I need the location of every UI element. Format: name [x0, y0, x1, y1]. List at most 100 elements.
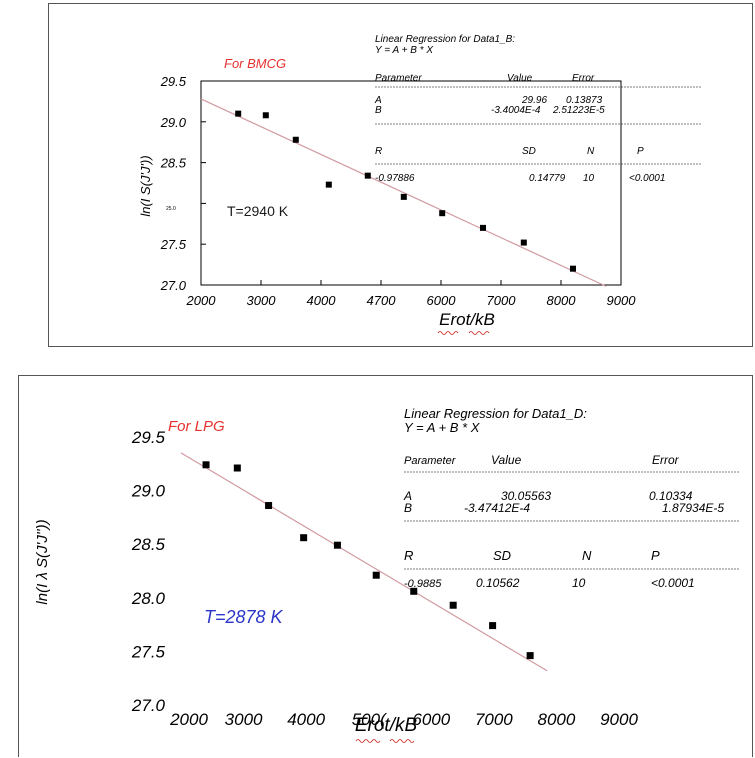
data-point	[526, 652, 534, 660]
header-parameter: Parameter	[375, 73, 422, 84]
chart-svg-bmcg: 27.0 27.5 28.5 29.0 29.5 2000 3000 4000 4700 600…	[138, 34, 701, 335]
x-axis-label: Erot/kB	[355, 715, 418, 736]
y-tick-label: 28.0	[131, 589, 166, 608]
param-a-error: 0.13873	[566, 95, 603, 106]
stat-sd-value: 0.10562	[476, 576, 520, 590]
data-point	[333, 541, 341, 549]
y-tick-label: 29.5	[160, 74, 187, 89]
data-point	[570, 265, 576, 272]
x-tick-label: 4700	[367, 293, 397, 308]
data-point	[265, 502, 273, 510]
param-b-name: B	[375, 105, 382, 116]
y-tick-label: 29.5	[131, 428, 166, 447]
y-axis-label: ln(I S(J'J'))	[138, 155, 153, 216]
y-tick-label: 27.0	[131, 696, 166, 715]
header-parameter: Parameter	[404, 455, 457, 467]
param-b-name: B	[404, 501, 412, 515]
data-points	[202, 461, 534, 660]
x-tick-label: 4000	[307, 293, 337, 308]
chart-svg-lpg: 27.0 27.5 28.0 28.5 29.0 29.5 2000 3000 4000 500…	[34, 406, 739, 743]
temperature-annotation: T=2940 K	[227, 203, 289, 219]
chart-subtitle: For LPG	[168, 418, 225, 435]
data-point	[364, 172, 371, 179]
x-axis-ticks: 2000 3000 4000 4700 6000 7000 8000 9000	[186, 280, 637, 308]
y-tick-label: 28.5	[160, 156, 187, 171]
stat-r-value: -0.97886	[375, 173, 415, 184]
param-b-error: 2.51223E-5	[552, 105, 605, 116]
data-points	[235, 110, 576, 272]
regression-title: Linear Regression for Data1_D:	[404, 406, 587, 421]
x-tick-label: 9000	[600, 710, 638, 729]
header-value: Value	[507, 73, 533, 84]
data-point	[400, 193, 407, 200]
param-b-error: 1.87934E-5	[662, 501, 724, 515]
x-tick-label: 6000	[427, 293, 457, 308]
stat-n-header: N	[582, 548, 592, 563]
stat-r-header: R	[404, 548, 413, 563]
fit-line	[200, 98, 607, 287]
header-value: Value	[491, 453, 522, 467]
data-point	[262, 112, 269, 119]
stat-sd-header: SD	[493, 548, 511, 563]
data-point	[439, 210, 446, 217]
stat-p-header: P	[651, 548, 660, 563]
stat-r-header: R	[375, 146, 382, 157]
data-point	[202, 461, 210, 469]
y-axis-ticks: 27.0 27.5 28.5 29.0 29.5	[160, 74, 206, 293]
param-a-name: A	[403, 489, 412, 503]
stat-sd-header: SD	[522, 146, 536, 157]
chart-panel-lpg: 27.0 27.5 28.0 28.5 29.0 29.5 2000 3000 4000 500…	[18, 375, 753, 757]
data-point	[449, 601, 457, 609]
chart-subtitle: For BMCG	[224, 56, 286, 71]
x-tick-label: 500(	[352, 710, 388, 729]
param-b-value: -3.47412E-4	[464, 501, 530, 515]
stat-p-value: <0.0001	[651, 576, 695, 590]
param-a-value: 30.05563	[501, 489, 551, 503]
header-error: Error	[652, 453, 680, 467]
x-axis-ticks: 2000 3000 4000 500(6000 7000 8000 9000	[169, 710, 638, 729]
y-tick-label: 27.0	[160, 278, 187, 293]
y-tick-label: 29.0	[160, 115, 187, 130]
temperature-annotation: T=2878 K	[204, 607, 284, 627]
regression-box: Linear Regression for Data1_D: Y = A + B…	[403, 406, 739, 590]
data-point	[235, 110, 242, 117]
data-point	[325, 181, 332, 188]
spellcheck-underline	[355, 739, 415, 743]
param-a-error: 0.10334	[649, 489, 693, 503]
header-error: Error	[572, 73, 595, 84]
regression-box: Linear Regression for Data1_B: Y = A + B…	[374, 34, 701, 184]
y-tick-label: 28.5	[131, 535, 166, 554]
param-a-name: A	[374, 95, 382, 106]
data-point	[520, 239, 527, 246]
x-tick-label: 8000	[538, 710, 576, 729]
y-axis-label: ln(I λ S(J'J''))	[34, 519, 51, 604]
x-tick-label: 3000	[247, 293, 277, 308]
y-axis-minor-label: 25.0	[166, 206, 176, 212]
chart-panel-bmcg: 27.0 27.5 28.5 29.0 29.5 2000 3000 4000 4700 600…	[48, 3, 753, 347]
param-a-value: 29.96	[521, 95, 547, 106]
y-tick-label: 27.5	[131, 642, 166, 661]
param-b-value: -3.4004E-4	[491, 105, 541, 116]
regression-equation: Y = A + B * X	[375, 45, 433, 56]
regression-title: Linear Regression for Data1_B:	[375, 34, 515, 45]
stat-p-header: P	[637, 146, 644, 157]
x-tick-label: 7000	[475, 710, 513, 729]
x-tick-label: 9000	[607, 293, 637, 308]
x-tick-label: 7000	[487, 293, 517, 308]
x-tick-label: 2000	[186, 293, 217, 308]
data-point	[292, 136, 299, 143]
x-tick-label: 6000	[412, 710, 450, 729]
stat-n-header: N	[587, 146, 595, 157]
x-tick-label: 4000	[287, 710, 325, 729]
x-tick-label: 8000	[547, 293, 577, 308]
data-point	[300, 534, 308, 542]
data-point	[233, 464, 241, 472]
stat-n-value: 10	[583, 173, 595, 184]
data-point	[372, 571, 380, 579]
x-tick-label: 3000	[225, 710, 263, 729]
y-tick-label: 27.5	[160, 237, 187, 252]
stat-n-value: 10	[572, 576, 586, 590]
spellcheck-underline	[437, 331, 490, 335]
y-axis-ticks: 27.0 27.5 28.0 28.5 29.0 29.5	[131, 428, 166, 715]
fit-line	[180, 452, 548, 672]
